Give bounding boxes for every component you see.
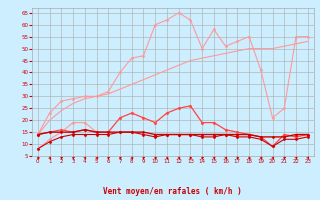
Text: Vent moyen/en rafales ( km/h ): Vent moyen/en rafales ( km/h )	[103, 187, 242, 196]
